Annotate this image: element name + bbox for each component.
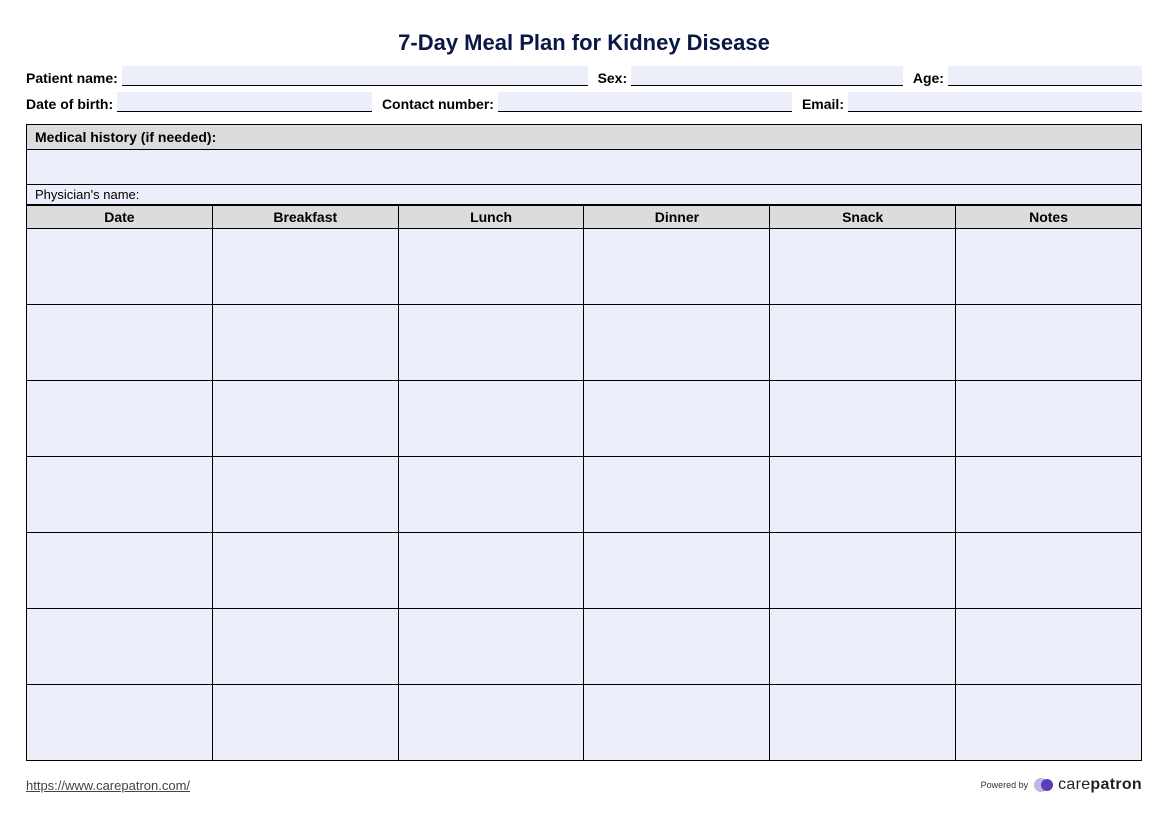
table-cell[interactable]: [770, 229, 956, 305]
table-cell[interactable]: [956, 381, 1142, 457]
table-cell[interactable]: [956, 533, 1142, 609]
table-row: [27, 533, 1142, 609]
table-cell[interactable]: [584, 609, 770, 685]
medical-history-header: Medical history (if needed):: [27, 125, 1141, 150]
table-cell[interactable]: [212, 533, 398, 609]
table-cell[interactable]: [398, 457, 584, 533]
page-title: 7-Day Meal Plan for Kidney Disease: [26, 30, 1142, 56]
table-cell[interactable]: [956, 609, 1142, 685]
table-row: [27, 457, 1142, 533]
footer-brand: Powered by carepatron: [981, 776, 1142, 794]
col-dinner: Dinner: [584, 206, 770, 229]
physician-label: Physician's name:: [35, 187, 139, 202]
table-cell[interactable]: [770, 533, 956, 609]
col-snack: Snack: [770, 206, 956, 229]
dob-field[interactable]: [117, 92, 372, 112]
table-cell[interactable]: [212, 305, 398, 381]
patient-name-label: Patient name:: [26, 70, 118, 86]
table-cell[interactable]: [770, 609, 956, 685]
table-cell[interactable]: [27, 533, 213, 609]
table-cell[interactable]: [27, 685, 213, 761]
footer-url[interactable]: https://www.carepatron.com/: [26, 778, 190, 793]
meal-plan-table: Date Breakfast Lunch Dinner Snack Notes: [26, 205, 1142, 761]
table-cell[interactable]: [584, 685, 770, 761]
physician-row[interactable]: Physician's name:: [26, 185, 1142, 205]
email-field[interactable]: [848, 92, 1142, 112]
table-row: [27, 381, 1142, 457]
table-cell[interactable]: [398, 533, 584, 609]
sex-label: Sex:: [598, 70, 628, 86]
patient-name-field[interactable]: [122, 66, 588, 86]
table-row: [27, 609, 1142, 685]
table-cell[interactable]: [584, 533, 770, 609]
dob-label: Date of birth:: [26, 96, 113, 112]
age-field[interactable]: [948, 66, 1142, 86]
table-cell[interactable]: [956, 229, 1142, 305]
table-cell[interactable]: [770, 305, 956, 381]
sex-field[interactable]: [631, 66, 903, 86]
footer: https://www.carepatron.com/ Powered by c…: [26, 776, 1142, 794]
email-label: Email:: [802, 96, 844, 112]
table-cell[interactable]: [27, 609, 213, 685]
table-cell[interactable]: [584, 305, 770, 381]
medical-history-box: Medical history (if needed):: [26, 124, 1142, 185]
age-label: Age:: [913, 70, 944, 86]
brand-light: care: [1058, 776, 1090, 793]
table-cell[interactable]: [398, 685, 584, 761]
table-cell[interactable]: [212, 229, 398, 305]
table-header-row: Date Breakfast Lunch Dinner Snack Notes: [27, 206, 1142, 229]
brand-name: carepatron: [1058, 776, 1142, 794]
contact-label: Contact number:: [382, 96, 494, 112]
table-cell[interactable]: [584, 457, 770, 533]
table-cell[interactable]: [212, 609, 398, 685]
powered-by-label: Powered by: [981, 780, 1029, 790]
table-cell[interactable]: [770, 457, 956, 533]
carepatron-logo-icon: [1034, 776, 1052, 794]
col-date: Date: [27, 206, 213, 229]
table-cell[interactable]: [770, 381, 956, 457]
table-cell[interactable]: [956, 305, 1142, 381]
table-cell[interactable]: [956, 685, 1142, 761]
contact-field[interactable]: [498, 92, 792, 112]
table-cell[interactable]: [212, 381, 398, 457]
table-cell[interactable]: [956, 457, 1142, 533]
col-notes: Notes: [956, 206, 1142, 229]
col-breakfast: Breakfast: [212, 206, 398, 229]
table-cell[interactable]: [27, 229, 213, 305]
table-cell[interactable]: [398, 381, 584, 457]
table-row: [27, 229, 1142, 305]
table-cell[interactable]: [584, 229, 770, 305]
brand-bold: patron: [1090, 776, 1142, 793]
table-cell[interactable]: [27, 381, 213, 457]
table-cell[interactable]: [584, 381, 770, 457]
table-cell[interactable]: [212, 685, 398, 761]
form-row-1: Patient name: Sex: Age:: [26, 66, 1142, 86]
form-row-2: Date of birth: Contact number: Email:: [26, 92, 1142, 112]
table-cell[interactable]: [398, 609, 584, 685]
table-cell[interactable]: [27, 457, 213, 533]
table-cell[interactable]: [398, 305, 584, 381]
table-cell[interactable]: [212, 457, 398, 533]
table-cell[interactable]: [398, 229, 584, 305]
table-cell[interactable]: [27, 305, 213, 381]
table-row: [27, 305, 1142, 381]
table-row: [27, 685, 1142, 761]
table-cell[interactable]: [770, 685, 956, 761]
medical-history-field[interactable]: [27, 150, 1141, 184]
col-lunch: Lunch: [398, 206, 584, 229]
